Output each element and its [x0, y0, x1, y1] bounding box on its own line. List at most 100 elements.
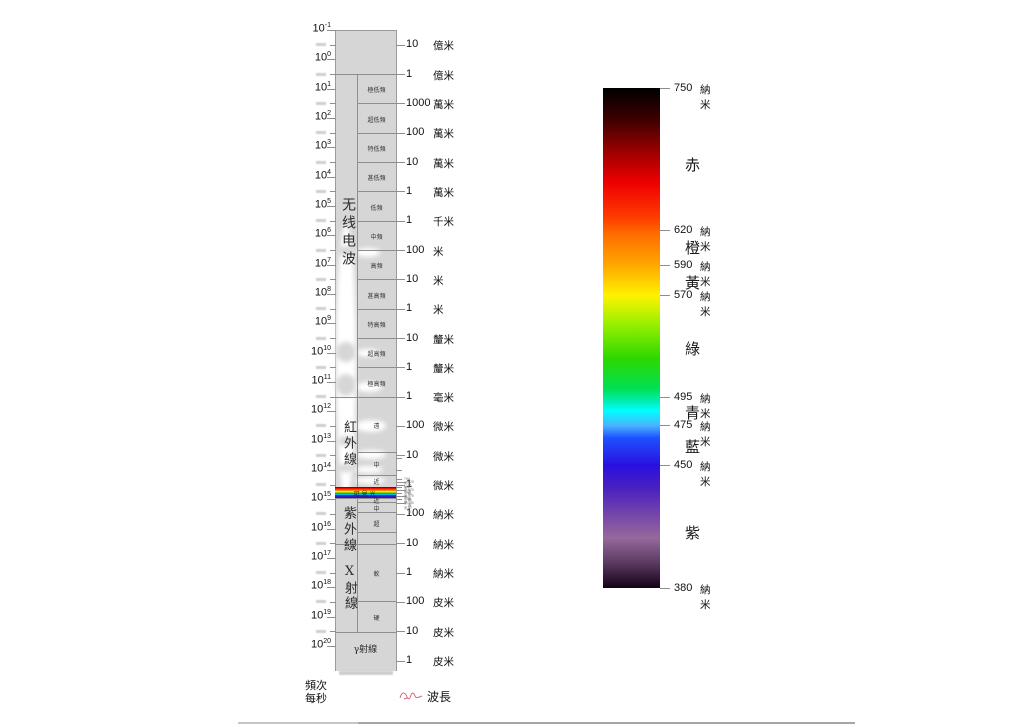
freq-tick	[327, 352, 336, 354]
freq-minor-label-smudge	[316, 336, 326, 340]
wavelength-value: 100	[406, 243, 425, 256]
freq-minor-tick	[330, 572, 336, 574]
freq-tick	[327, 587, 336, 589]
colorbar-tick	[660, 588, 670, 589]
colorbar-tick-unit: 納米	[700, 392, 711, 420]
freq-minor-tick	[330, 279, 336, 281]
freq-label: 1014	[310, 461, 331, 475]
infrared-band-label: 中	[373, 462, 380, 469]
wavelength-value: 10	[406, 272, 419, 285]
radio-band-label: 甚低頻	[367, 175, 386, 183]
freq-label: 101	[314, 80, 331, 94]
freq-minor-label-smudge	[316, 43, 326, 47]
visible-spectrum-colorbar	[603, 88, 660, 588]
wavelength-unit: 納米	[433, 538, 454, 551]
wavelength-unit-label: 波長	[427, 690, 452, 704]
wavelength-unit: 米	[433, 304, 444, 317]
wavelength-unit: 毫米	[433, 392, 454, 405]
band-divider-line	[357, 512, 397, 513]
color-name-label: 綠	[685, 340, 701, 358]
freq-label: 105	[314, 197, 331, 211]
visible-boundary-tick	[396, 499, 402, 500]
region-label-xray: X射線	[342, 564, 357, 611]
colorbar-tick	[660, 230, 670, 231]
wavelength-unit: 千米	[433, 216, 454, 229]
freq-minor-label-smudge	[316, 248, 326, 252]
wavelength-unit: 億米	[433, 69, 454, 82]
freq-label: 1010	[310, 344, 331, 358]
wavelength-tick	[396, 660, 405, 662]
wavelength-tick	[396, 513, 405, 515]
wavelength-value: 1	[406, 566, 413, 579]
wavelength-value: 1	[406, 654, 413, 667]
wavelength-unit: 皮米	[433, 626, 454, 639]
freq-label: 10-1	[312, 22, 331, 35]
freq-label: 1017	[310, 549, 331, 563]
ultraviolet-band-label: 近	[373, 498, 380, 506]
freq-minor-tick	[330, 44, 336, 46]
freq-tick	[327, 381, 336, 383]
freq-minor-label-smudge	[316, 219, 326, 223]
band-divider-line	[357, 452, 397, 453]
color-name-label: 青	[685, 404, 701, 422]
colorbar-tick	[660, 88, 670, 89]
freq-minor-label-smudge	[316, 277, 326, 281]
freq-minor-tick	[330, 74, 336, 75]
freq-minor-tick	[330, 220, 336, 222]
wavelength-unit: 微米	[433, 450, 454, 463]
wavelength-tick	[396, 543, 405, 545]
freq-tick	[327, 235, 336, 237]
wavelength-tick	[396, 74, 405, 75]
freq-label: 1015	[310, 491, 331, 504]
freq-minor-tick	[330, 338, 336, 339]
colorbar-tick	[660, 397, 670, 398]
freq-minor-tick	[330, 543, 336, 545]
wavelength-value: 10	[406, 331, 419, 344]
cloud-white-blob	[356, 382, 382, 392]
colorbar-tick	[660, 425, 670, 426]
freq-label: 1019	[310, 608, 331, 622]
wavelength-value: 1	[406, 360, 413, 373]
freq-tick	[327, 176, 336, 178]
infrared-band-label: 近	[373, 479, 380, 487]
wavelength-value: 10	[406, 536, 419, 549]
wavelength-value: 100	[406, 595, 425, 608]
freq-tick	[327, 117, 336, 119]
wavelength-tick	[396, 250, 405, 251]
band-divider-line	[357, 279, 397, 281]
colorbar-tick-value: 450	[674, 458, 693, 471]
wavelength-value: 1	[406, 184, 413, 197]
wavelength-unit: 納米	[433, 509, 454, 522]
region-label-gamma: γ射線	[353, 645, 378, 655]
freq-label: 109	[314, 315, 331, 328]
region-boundary-line	[335, 631, 397, 633]
radio-band-label: 高頻	[370, 263, 383, 271]
freq-minor-tick	[330, 308, 336, 310]
freq-tick	[327, 469, 336, 471]
freq-minor-label-smudge	[316, 453, 326, 457]
band-divider-line	[357, 220, 397, 222]
freq-minor-tick	[330, 367, 336, 369]
freq-minor-tick	[330, 425, 336, 427]
freq-label: 1011	[311, 373, 331, 387]
wavelength-value: 1	[406, 478, 413, 491]
wavelength-tick	[396, 601, 405, 603]
visible-boundary-tick	[396, 486, 402, 488]
wavelength-unit: 微米	[433, 480, 454, 493]
freq-minor-tick	[330, 601, 336, 603]
freq-label: 1018	[310, 579, 331, 592]
colorbar-tick-value: 750	[674, 81, 693, 94]
colorbar-tick	[660, 295, 670, 296]
wavelength-tick	[396, 103, 405, 105]
freq-tick	[327, 205, 336, 207]
freq-label: 104	[314, 168, 331, 182]
colorbar-tick	[660, 265, 670, 266]
color-name-label: 橙	[685, 239, 701, 257]
cloud-white-blob	[356, 450, 386, 459]
colorbar-tick-value: 495	[674, 390, 693, 403]
wavelength-unit: 釐米	[433, 362, 454, 375]
wavelength-tick	[396, 484, 405, 486]
wavelength-tick	[396, 308, 405, 310]
colorbar-tick-unit: 納米	[700, 225, 711, 253]
freq-minor-label-smudge	[316, 395, 326, 399]
